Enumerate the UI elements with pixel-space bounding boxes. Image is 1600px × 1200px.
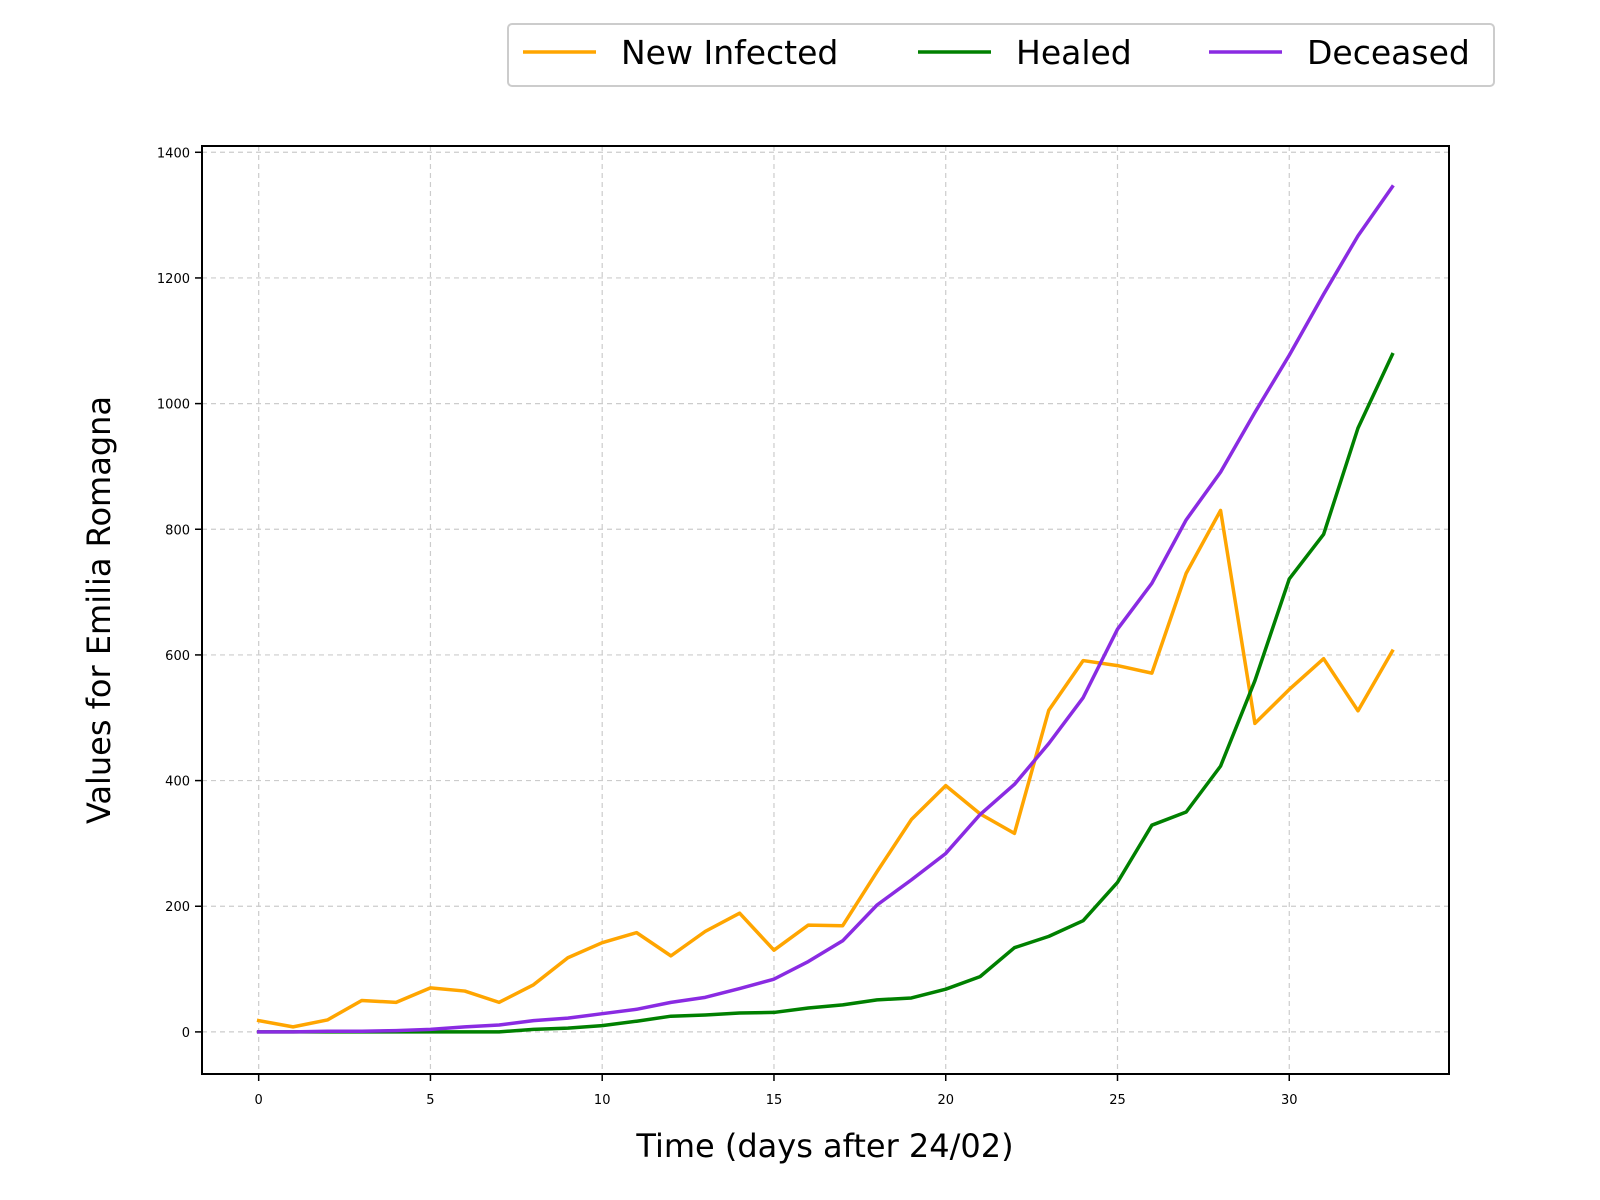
y-tick-label: 400 — [165, 775, 190, 790]
y-axis-ticks: 0 200 400 600 800 1000 1200 1400 — [157, 146, 202, 1041]
x-tick-label: 10 — [594, 1093, 611, 1108]
plot-frame — [201, 145, 1450, 1075]
series-lines — [256, 184, 1395, 1034]
y-tick-label: 1400 — [157, 146, 190, 161]
y-tick-label: 1000 — [157, 398, 190, 413]
legend-items: New Infected Healed Deceased — [523, 33, 1470, 72]
legend: New Infected Healed Deceased — [507, 23, 1495, 87]
legend-label-deceased: Deceased — [1307, 33, 1470, 72]
grid — [202, 146, 1449, 1074]
legend-label-new-infected: New Infected — [621, 33, 838, 72]
x-tick-label: 20 — [937, 1093, 954, 1108]
y-tick-label: 1200 — [157, 272, 190, 287]
y-tick-label: 200 — [165, 900, 190, 915]
x-tick-label: 0 — [255, 1093, 263, 1108]
series-line-new-infected — [256, 508, 1395, 1029]
x-tick-label: 15 — [766, 1093, 783, 1108]
series-line-deceased — [256, 184, 1395, 1034]
y-tick-label: 0 — [182, 1026, 190, 1041]
series-line-healed — [256, 352, 1395, 1034]
x-tick-label: 25 — [1109, 1093, 1126, 1108]
x-tick-label: 5 — [426, 1093, 434, 1108]
x-tick-label: 30 — [1281, 1093, 1298, 1108]
legend-box — [507, 23, 1495, 87]
legend-label-healed: Healed — [1016, 33, 1132, 72]
y-tick-label: 800 — [165, 523, 190, 538]
x-axis-label: Time (days after 24/02) — [635, 1127, 1013, 1165]
x-axis-ticks: 0 5 10 15 20 25 30 — [255, 1074, 1298, 1108]
y-axis-label: Values for Emilia Romagna — [80, 396, 118, 824]
y-tick-label: 600 — [165, 649, 190, 664]
